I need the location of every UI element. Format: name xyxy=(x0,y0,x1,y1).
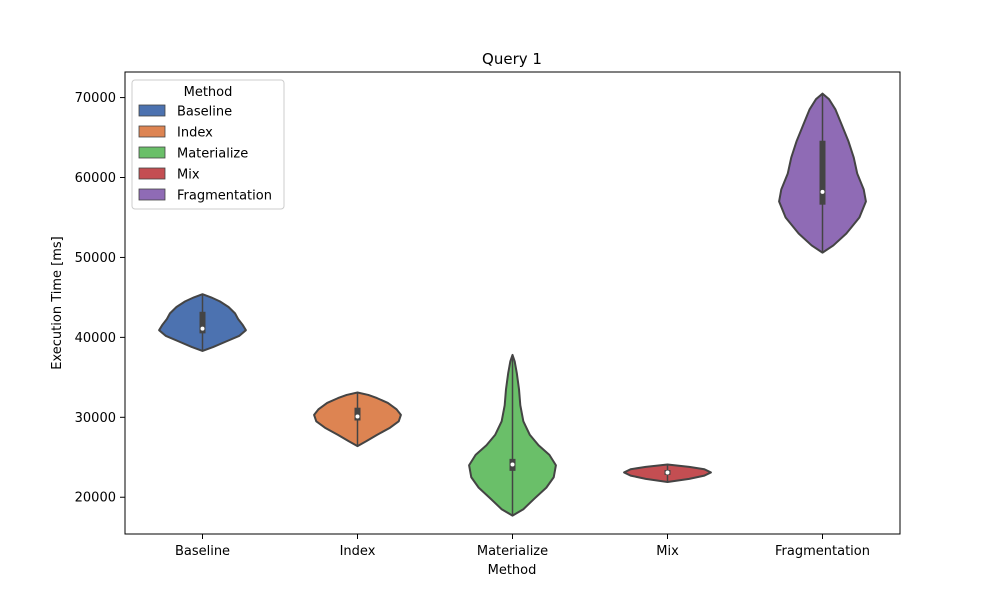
x-axis-label: Method xyxy=(488,563,537,578)
legend-label-materialize: Materialize xyxy=(177,147,248,162)
x-tick-label: Materialize xyxy=(477,544,548,559)
y-tick-label: 50000 xyxy=(75,251,116,266)
legend-swatch-mix xyxy=(138,167,166,180)
legend-swatch-index xyxy=(138,125,166,138)
legend-title: Method xyxy=(184,85,233,100)
legend: Method Baseline Index Materialize Mix Fragme… xyxy=(131,79,285,210)
legend-swatch-fragmentation xyxy=(138,188,166,201)
y-tick-label: 70000 xyxy=(75,91,116,106)
x-tick-label: Fragmentation xyxy=(775,544,870,559)
violin-iqr-fragmentation xyxy=(819,140,826,205)
x-axis: Baseline Index Materialize Mix Fragmentation xyxy=(175,534,870,559)
legend-frame xyxy=(131,79,285,210)
violin-iqr-index xyxy=(354,407,361,421)
violins-layer xyxy=(158,92,867,517)
chart-title: Query 1 xyxy=(482,50,542,68)
violin-median-baseline xyxy=(200,326,205,331)
violin-iqr-baseline xyxy=(199,311,206,334)
x-tick-label: Baseline xyxy=(175,544,230,559)
legend-label-mix: Mix xyxy=(177,168,200,183)
violin-median-materialize xyxy=(510,462,515,467)
y-axis-label: Execution Time [ms] xyxy=(50,236,65,369)
y-tick-label: 40000 xyxy=(75,331,116,346)
y-tick-label: 30000 xyxy=(75,411,116,426)
legend-label-index: Index xyxy=(177,126,213,141)
legend-swatch-materialize xyxy=(138,146,166,159)
legend-label-baseline: Baseline xyxy=(177,105,232,120)
violin-median-mix xyxy=(665,470,670,475)
violin-median-fragmentation xyxy=(820,189,825,194)
x-tick-label: Mix xyxy=(656,544,679,559)
violin-median-index xyxy=(355,414,360,419)
x-tick-label: Index xyxy=(340,544,376,559)
legend-label-fragmentation: Fragmentation xyxy=(177,189,272,204)
y-tick-label: 20000 xyxy=(75,491,116,506)
y-tick-label: 60000 xyxy=(75,171,116,186)
legend-swatch-baseline xyxy=(138,104,166,117)
y-axis: 20000 30000 40000 50000 60000 70000 xyxy=(75,91,125,506)
